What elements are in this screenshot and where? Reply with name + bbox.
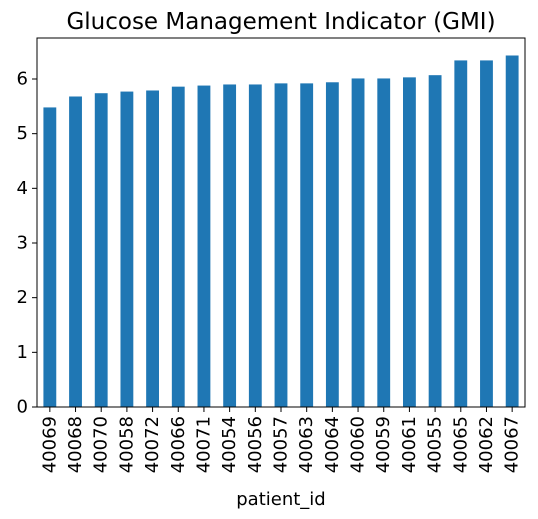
x-tick-label: 40068 [65, 416, 86, 473]
chart-title: Glucose Management Indicator (GMI) [66, 9, 495, 35]
bar-40062 [480, 60, 493, 408]
x-tick-label: 40056 [245, 416, 266, 473]
x-tick-label: 40057 [271, 416, 292, 473]
bars-group [43, 55, 519, 408]
bar-40068 [69, 96, 82, 407]
bar-40072 [146, 90, 159, 407]
x-axis: 40069 40068 40070 40058 40072 40066 40071 40054… [39, 407, 523, 473]
y-tick-label: 5 [17, 123, 28, 144]
x-tick-label: 40058 [116, 416, 137, 473]
y-tick-label: 6 [17, 69, 28, 90]
x-tick-label: 40071 [193, 416, 214, 473]
bar-40069 [43, 107, 57, 407]
y-tick-label: 3 [17, 233, 28, 254]
x-tick-label: 40067 [502, 416, 523, 473]
bar-40060 [351, 78, 365, 407]
x-tick-label: 40066 [168, 416, 189, 473]
y-axis: 0 1 2 3 4 5 6 [17, 69, 37, 418]
x-tick-label: 40069 [39, 416, 60, 473]
bar-40054 [223, 84, 237, 407]
x-tick-label: 40060 [348, 416, 369, 473]
bar-40065 [454, 60, 468, 408]
x-tick-label: 40062 [476, 416, 497, 473]
bar-40061 [403, 77, 416, 408]
x-tick-label: 40063 [296, 416, 317, 473]
x-tick-label: 40061 [399, 416, 420, 473]
x-tick-label: 40059 [373, 416, 394, 473]
x-tick-label: 40065 [450, 416, 471, 473]
bar-40059 [377, 78, 391, 407]
bar-40071 [197, 85, 211, 407]
bar-40058 [120, 91, 134, 407]
bar-40057 [274, 83, 288, 407]
bar-40064 [325, 82, 339, 407]
bar-40070 [94, 93, 108, 408]
x-tick-label: 40055 [425, 416, 446, 473]
y-tick-label: 2 [17, 287, 28, 308]
plot-frame [36, 37, 526, 408]
bar-40067 [505, 55, 519, 407]
x-tick-label: 40070 [91, 416, 112, 473]
x-tick-label: 40054 [219, 416, 240, 473]
bar-40056 [248, 84, 262, 407]
bar-40055 [428, 75, 442, 407]
x-axis-label: patient_id [236, 489, 325, 510]
y-tick-label: 4 [17, 178, 28, 199]
y-tick-label: 1 [17, 342, 28, 363]
bar-40063 [300, 83, 314, 407]
bar-40066 [171, 86, 185, 408]
y-tick-label: 0 [17, 397, 28, 418]
x-tick-label: 40064 [322, 416, 343, 473]
x-tick-label: 40072 [142, 416, 163, 473]
